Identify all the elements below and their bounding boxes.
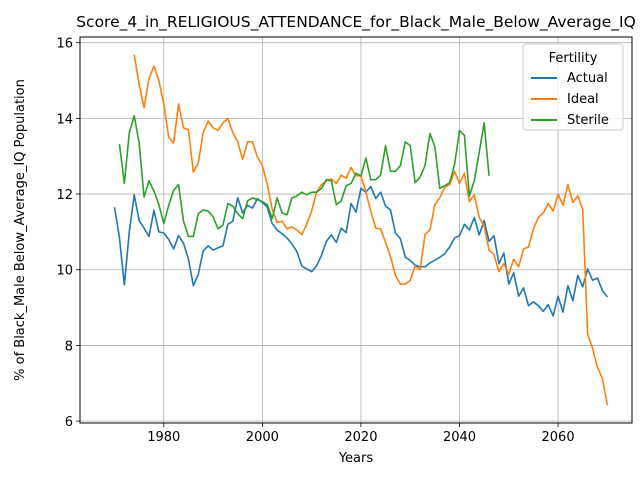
x-axis-label: Years: [338, 451, 374, 466]
axis-ticks: 1980 2000 2020 2040 2060 6 8 10 12 14 16: [56, 37, 574, 445]
series-lines: [113, 54, 609, 406]
legend-label-ideal: Ideal: [567, 92, 599, 107]
series-line-sterile: [118, 114, 490, 238]
legend-box: [522, 43, 624, 131]
chart-title: Score_4_in_RELIGIOUS_ATTENDANCE_for_Blac…: [76, 13, 636, 32]
x-tick-label: 1980: [147, 430, 180, 445]
y-tick-label: 14: [56, 112, 73, 127]
y-tick-label: 8: [65, 339, 73, 354]
y-tick-label: 10: [56, 264, 73, 279]
x-tick-label: 2000: [246, 430, 279, 445]
x-tick-label: 2040: [443, 430, 476, 445]
x-tick-label: 2060: [542, 430, 575, 445]
legend-label-sterile: Sterile: [567, 113, 609, 128]
y-tick-label: 12: [56, 188, 73, 203]
legend-title: Fertility: [549, 51, 598, 66]
y-tick-label: 6: [65, 415, 73, 430]
legend: Fertility Actual Ideal Sterile: [522, 43, 624, 131]
series-line-actual: [113, 185, 608, 317]
x-tick-label: 2020: [344, 430, 377, 445]
plot-frame: [79, 36, 633, 424]
y-tick-label: 16: [56, 37, 73, 52]
series-line-ideal: [133, 54, 609, 406]
y-axis-label: % of Black_Male Below_Average_IQ Populat…: [13, 79, 28, 381]
legend-label-actual: Actual: [567, 71, 608, 86]
